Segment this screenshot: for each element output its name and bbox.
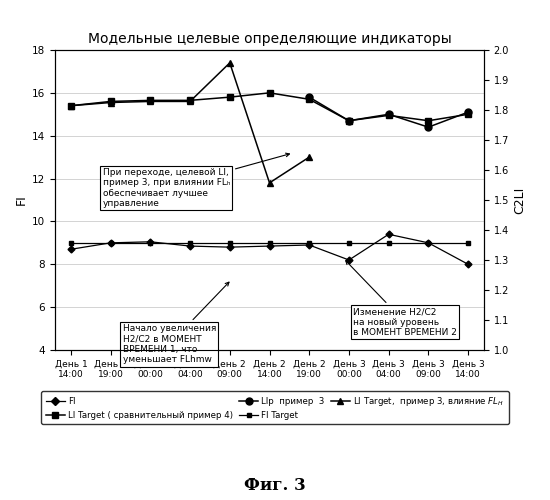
LI Target ( сравнительный пример 4) xyxy=(68,102,74,108)
FI xyxy=(107,240,114,246)
FI Target xyxy=(345,240,352,246)
FI Target xyxy=(147,240,153,246)
FI Target xyxy=(465,240,471,246)
LI Target,  пример 3, влияние $FL_H$ xyxy=(187,98,194,104)
Legend: FI, LI Target ( сравнительный пример 4), LIp  пример  3, FI Target, LI Target,  : FI, LI Target ( сравнительный пример 4),… xyxy=(41,391,509,424)
Text: Начало увеличения
Н2/С2 в МОМЕНТ
ВРЕМЕНИ 1, что
уменьшает FLhmw: Начало увеличения Н2/С2 в МОМЕНТ ВРЕМЕНИ… xyxy=(123,282,229,364)
LI Target ( сравнительный пример 4) xyxy=(306,96,312,102)
FI Target xyxy=(107,240,114,246)
LIp  пример  3 xyxy=(306,94,312,100)
LI Target,  пример 3, влияние $FL_H$ xyxy=(306,154,312,160)
LI Target,  пример 3, влияние $FL_H$ xyxy=(147,98,153,104)
FI xyxy=(147,239,153,245)
FI xyxy=(227,244,233,250)
FI xyxy=(266,243,273,249)
FI Target xyxy=(266,240,273,246)
FI xyxy=(425,240,432,246)
LI Target ( сравнительный пример 4) xyxy=(107,98,114,104)
Line: LI Target,  пример 3, влияние $FL_H$: LI Target, пример 3, влияние $FL_H$ xyxy=(68,60,313,186)
Line: LIp  пример  3: LIp пример 3 xyxy=(306,94,471,130)
Text: При переходе, целевой LI,
пример 3, при влиянии FLₕ
обеспечивает лучшее
управлен: При переходе, целевой LI, пример 3, при … xyxy=(103,153,289,208)
Y-axis label: C2LI: C2LI xyxy=(513,186,526,214)
FI xyxy=(465,262,471,268)
LIp  пример  3 xyxy=(425,124,432,130)
LI Target ( сравнительный пример 4) xyxy=(147,98,153,103)
LI Target ( сравнительный пример 4) xyxy=(425,118,432,124)
Text: Фиг. 3: Фиг. 3 xyxy=(244,477,306,494)
FI Target xyxy=(68,240,74,246)
Title: Модельные целевые определяющие индикаторы: Модельные целевые определяющие индикатор… xyxy=(87,32,452,46)
Line: FI Target: FI Target xyxy=(68,240,471,246)
LI Target,  пример 3, влияние $FL_H$ xyxy=(227,60,233,66)
FI xyxy=(386,232,392,237)
FI Target xyxy=(187,240,194,246)
FI Target xyxy=(306,240,312,246)
FI xyxy=(345,257,352,263)
LI Target ( сравнительный пример 4) xyxy=(345,118,352,124)
Line: FI: FI xyxy=(68,232,471,266)
FI Target xyxy=(386,240,392,246)
LI Target ( сравнительный пример 4) xyxy=(386,112,392,118)
LI Target ( сравнительный пример 4) xyxy=(465,112,471,117)
Line: LI Target ( сравнительный пример 4): LI Target ( сравнительный пример 4) xyxy=(68,90,471,124)
LIp  пример  3 xyxy=(345,118,352,124)
LI Target ( сравнительный пример 4) xyxy=(266,90,273,96)
LI Target,  пример 3, влияние $FL_H$ xyxy=(107,100,114,105)
LI Target ( сравнительный пример 4) xyxy=(227,94,233,100)
LIp  пример  3 xyxy=(386,112,392,117)
FI xyxy=(187,243,194,249)
LI Target,  пример 3, влияние $FL_H$ xyxy=(68,102,74,108)
LIp  пример  3 xyxy=(465,109,471,115)
Text: Изменение Н2/С2
на новый уровень
в МОМЕНТ ВРЕМЕНИ 2: Изменение Н2/С2 на новый уровень в МОМЕН… xyxy=(346,261,457,337)
FI Target xyxy=(227,240,233,246)
LI Target ( сравнительный пример 4) xyxy=(187,98,194,103)
FI Target xyxy=(425,240,432,246)
FI xyxy=(306,242,312,248)
LI Target,  пример 3, влияние $FL_H$ xyxy=(266,180,273,186)
FI xyxy=(68,246,74,252)
Y-axis label: FI: FI xyxy=(15,194,28,205)
